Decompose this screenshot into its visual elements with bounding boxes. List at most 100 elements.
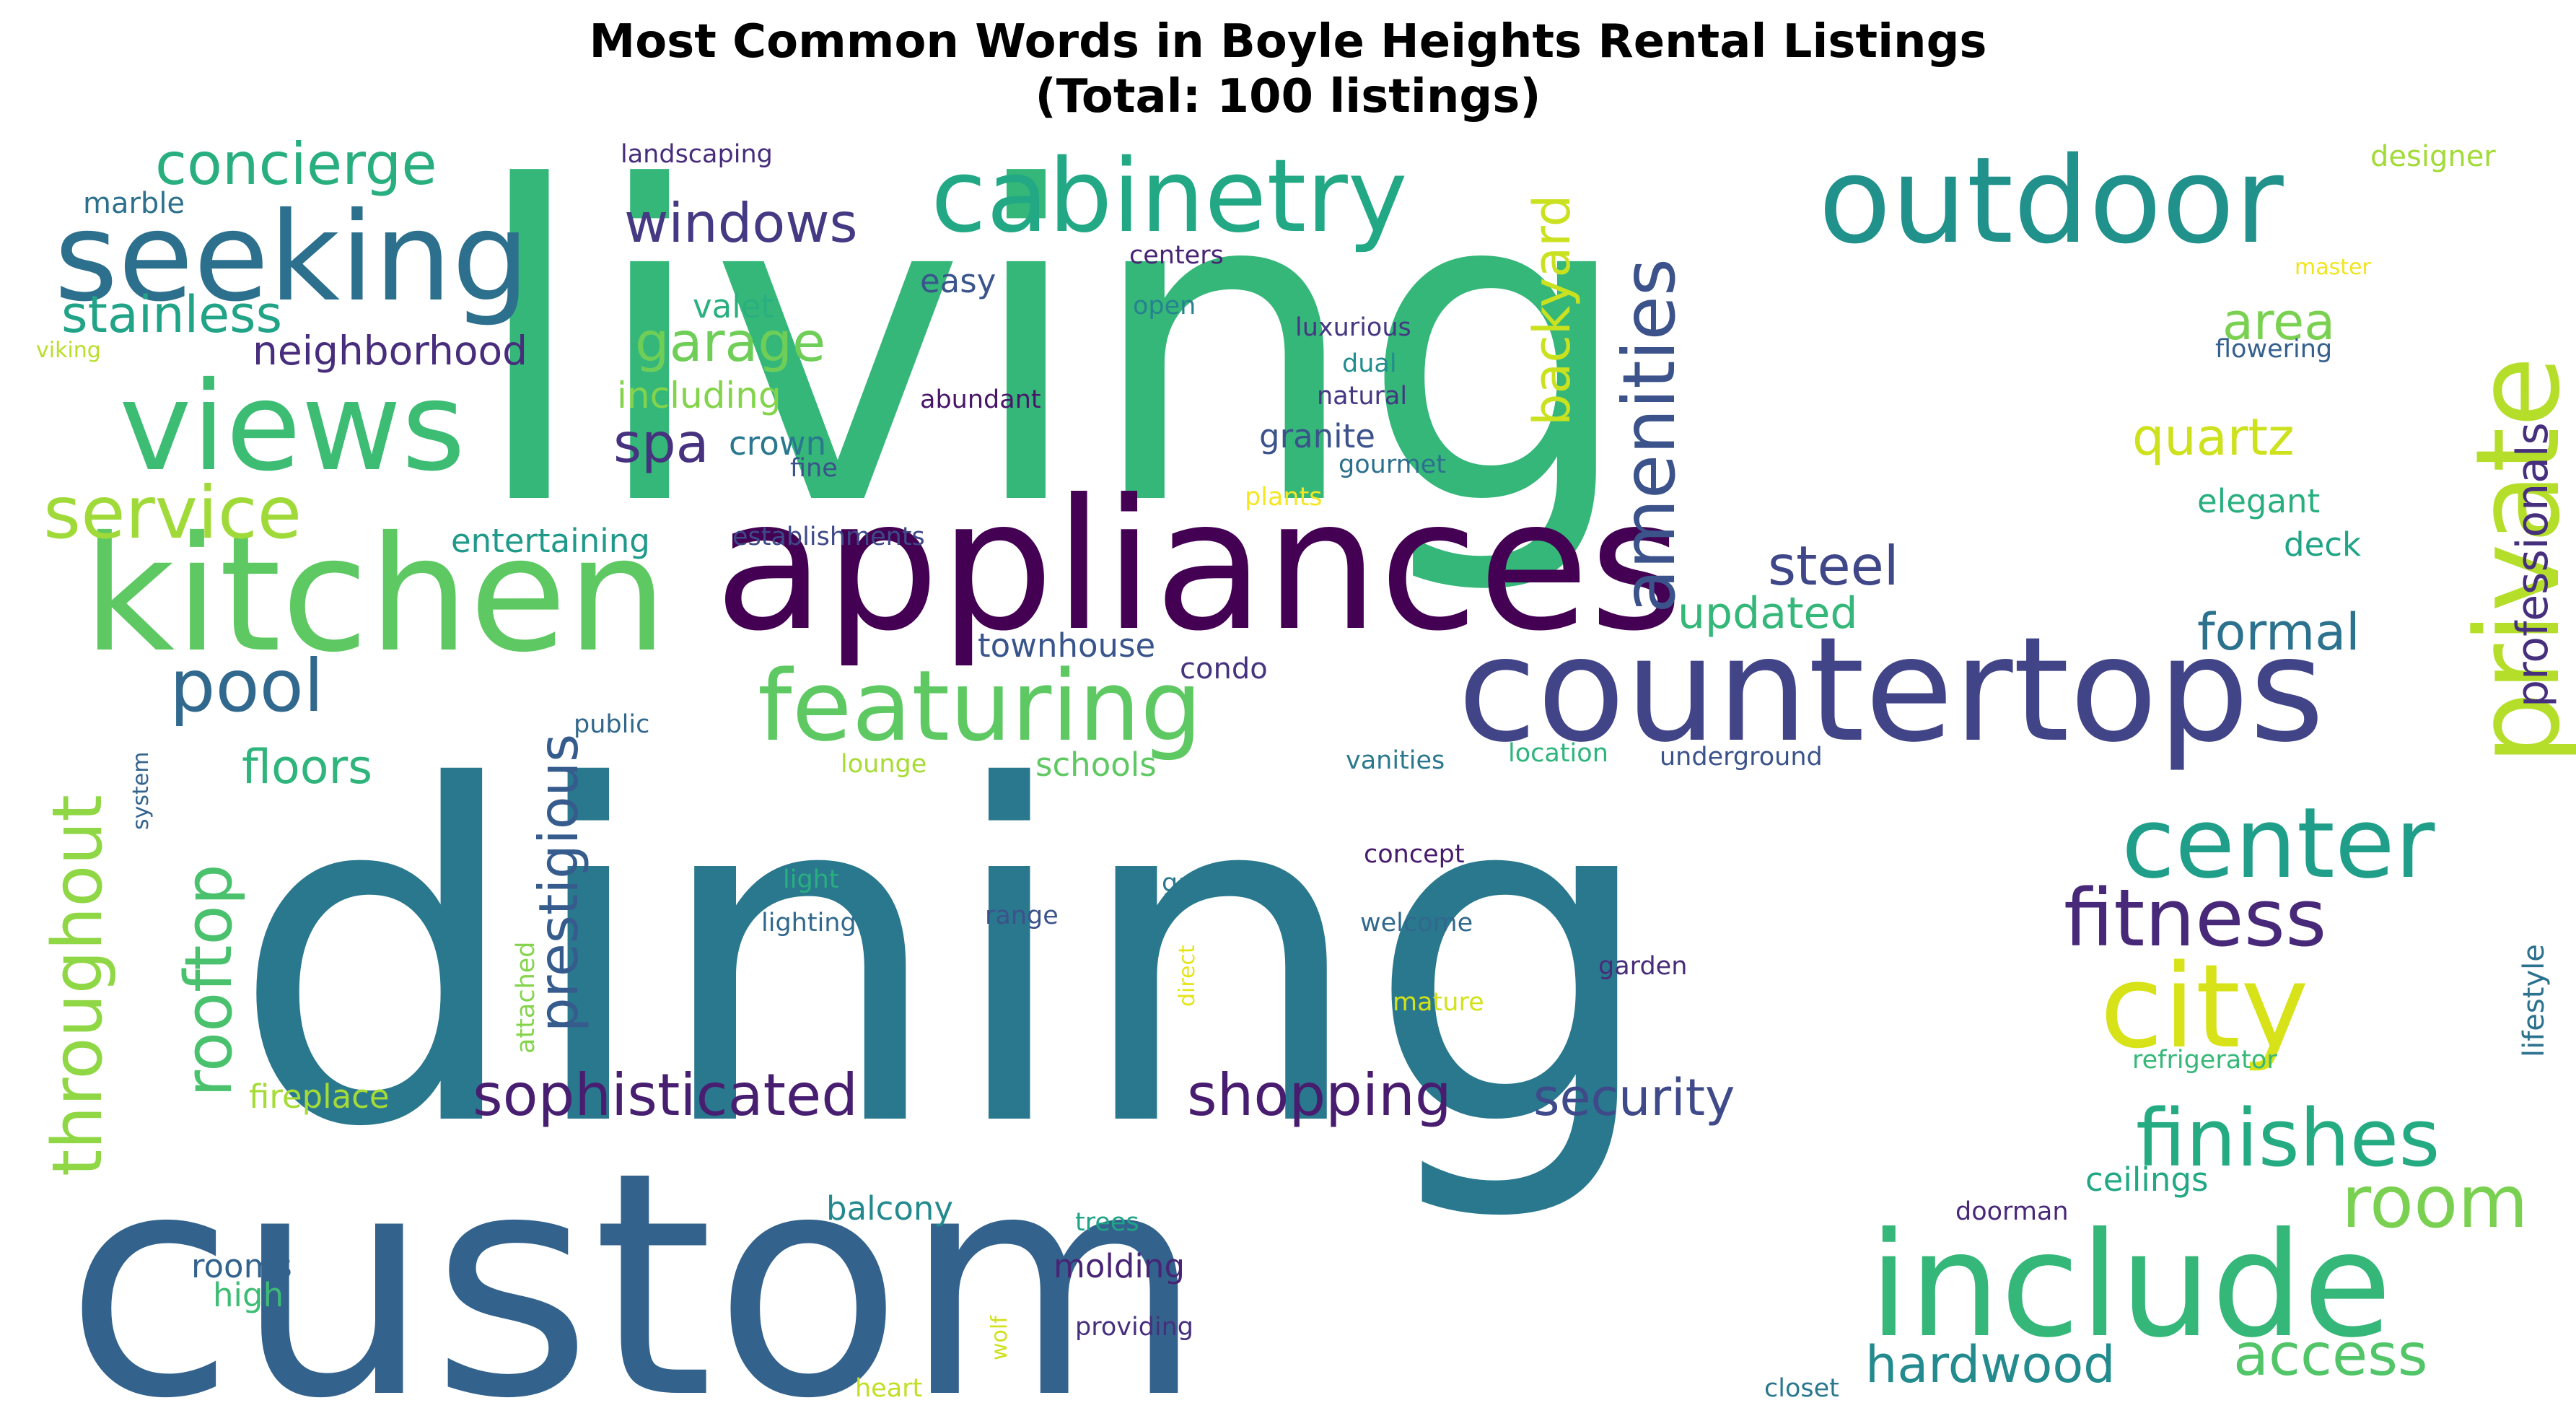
word-service: service: [43, 471, 302, 555]
word-centers: centers: [1129, 241, 1224, 270]
word-deck: deck: [2284, 525, 2361, 564]
word-access: access: [2233, 1321, 2428, 1389]
word-mature: mature: [1393, 988, 1484, 1017]
word-welcome: welcome: [1360, 909, 1473, 937]
word-closet: closet: [1764, 1374, 1839, 1403]
word-sophisticated: sophisticated: [473, 1062, 858, 1129]
word-concierge: concierge: [155, 131, 437, 198]
word-underground: underground: [1660, 743, 1823, 771]
word-dual: dual: [1342, 349, 1397, 378]
word-location: location: [1508, 739, 1608, 768]
word-molding: molding: [1053, 1247, 1185, 1285]
word-viking: viking: [36, 338, 101, 363]
word-quartz: quartz: [2132, 408, 2295, 467]
word-area: area: [2222, 292, 2335, 351]
word-windows: windows: [624, 191, 858, 255]
word-natural: natural: [1317, 382, 1407, 411]
word-floors: floors: [242, 740, 372, 795]
word-fireplace: fireplace: [249, 1077, 390, 1116]
word-providing: providing: [1075, 1313, 1193, 1342]
word-high: high: [213, 1276, 284, 1314]
word-easy: easy: [920, 262, 996, 300]
word-garden: garden: [1598, 952, 1687, 981]
word-condo: condo: [1180, 652, 1268, 686]
word-wolf: wolf: [987, 1315, 1012, 1360]
word-kitchen: kitchen: [83, 502, 667, 687]
word-steel: steel: [1768, 534, 1899, 598]
word-designer: designer: [2370, 140, 2496, 173]
word-heart: heart: [855, 1374, 922, 1403]
word-appliances: appliances: [714, 460, 1683, 670]
word-outdoor: outdoor: [1818, 131, 2284, 270]
word-including: including: [617, 375, 781, 416]
word-open: open: [1133, 292, 1196, 320]
word-light: light: [783, 865, 839, 894]
word-cabinetry: cabinetry: [931, 138, 1408, 255]
word-throughout: throughout: [38, 795, 118, 1176]
word-schools: schools: [1035, 746, 1157, 784]
word-system: system: [128, 752, 154, 830]
word-formal: formal: [2197, 603, 2360, 662]
chart-title-line-2: (Total: 100 listings): [1035, 70, 1541, 123]
word-plants: plants: [1245, 483, 1323, 512]
word-townhouse: townhouse: [978, 626, 1155, 665]
word-granite: granite: [1259, 417, 1375, 455]
word-ceilings: ceilings: [2085, 1160, 2208, 1199]
word-master: master: [2295, 255, 2371, 280]
word-rooftop: rooftop: [171, 864, 247, 1097]
word-shopping: shopping: [1187, 1062, 1452, 1129]
word-living: living: [469, 96, 1635, 600]
word-public: public: [574, 710, 649, 739]
word-backyard: backyard: [1523, 195, 1582, 426]
word-doorman: doorman: [1955, 1197, 2069, 1226]
word-updated: updated: [1678, 588, 1858, 639]
word-include: include: [1869, 1202, 2392, 1370]
word-range: range: [985, 901, 1059, 930]
word-security: security: [1533, 1068, 1735, 1127]
word-spa: spa: [613, 411, 709, 475]
word-balcony: balcony: [826, 1189, 953, 1228]
word-neighborhood: neighborhood: [253, 328, 527, 374]
word-entertaining: entertaining: [451, 522, 650, 560]
word-luxurious: luxurious: [1295, 313, 1411, 342]
word-direct: direct: [1175, 945, 1200, 1007]
word-views: views: [119, 356, 465, 499]
word-featuring: featuring: [758, 650, 1202, 763]
word-dining: dining: [231, 690, 1659, 1228]
word-fine: fine: [790, 454, 838, 483]
word-crown: crown: [729, 424, 826, 463]
word-rooms: rooms: [191, 1247, 292, 1285]
word-establishments: establishments: [732, 523, 925, 551]
word-lighting: lighting: [761, 909, 857, 937]
word-lounge: lounge: [841, 750, 926, 779]
word-valet: valet: [693, 287, 774, 325]
word-custom: custom: [65, 1106, 1204, 1421]
word-refrigerator: refrigerator: [2132, 1046, 2277, 1075]
word-trees: trees: [1075, 1208, 1139, 1237]
word-pool: pool: [170, 644, 324, 728]
word-city: city: [2100, 939, 2309, 1074]
chart-title-line-1: Most Common Words in Boyle Heights Renta…: [589, 15, 1987, 69]
word-attached: attached: [512, 941, 540, 1054]
word-gourmet: gourmet: [1339, 450, 1446, 479]
word-countertops: countertops: [1458, 606, 2324, 774]
word-abundant: abundant: [920, 385, 1041, 414]
word-flowering: flowering: [2215, 335, 2332, 364]
word-vanities: vanities: [1346, 746, 1445, 775]
word-fitness: fitness: [2064, 872, 2326, 964]
word-hardwood: hardwood: [1865, 1335, 2116, 1394]
word-stainless: stainless: [61, 285, 282, 344]
word-gated: gated: [1162, 869, 1235, 898]
word-private: private: [2450, 357, 2576, 765]
word-professionals: professionals: [2507, 422, 2558, 707]
word-landscaping: landscaping: [621, 140, 773, 169]
word-garage: garage: [635, 310, 825, 374]
word-lifestyle: lifestyle: [2518, 944, 2551, 1057]
word-prestigious: prestigious: [527, 734, 590, 1032]
word-elegant: elegant: [2197, 482, 2320, 520]
word-finishes: finishes: [2136, 1092, 2440, 1184]
word-room: room: [2341, 1160, 2528, 1244]
word-center: center: [2121, 787, 2435, 900]
